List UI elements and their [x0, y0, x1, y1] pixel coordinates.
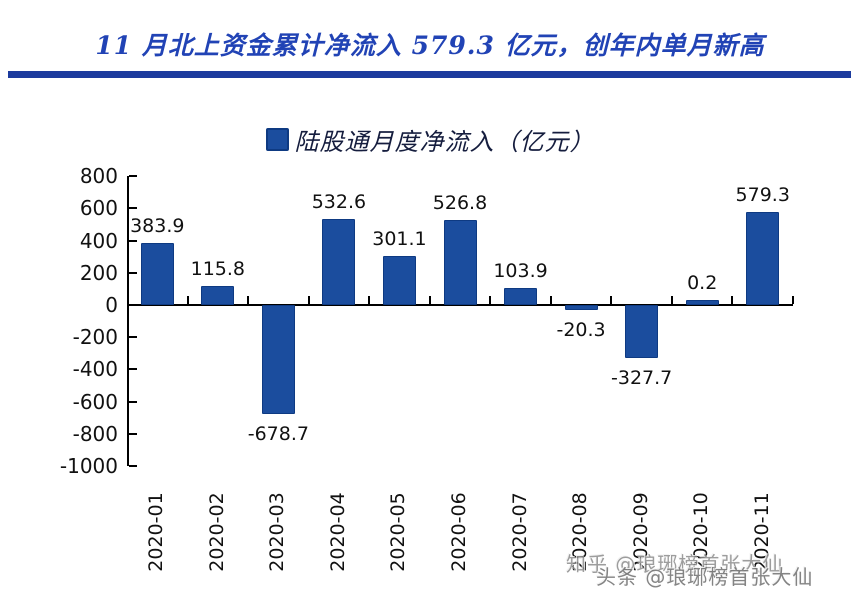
bar-value-label: 103.9: [493, 260, 548, 283]
y-axis-tick: [129, 368, 137, 371]
legend-label: 陆股通月度净流入（亿元）: [294, 128, 595, 156]
y-axis-line: [127, 176, 129, 467]
y-tick-label: -1000: [59, 454, 118, 479]
bar: [746, 211, 780, 305]
x-axis-tick: [489, 296, 492, 304]
legend-swatch-icon: [265, 128, 289, 151]
bar: [140, 243, 174, 305]
x-axis-tick: [247, 296, 250, 304]
x-axis-tick: [792, 296, 794, 304]
y-axis-tick: [129, 304, 137, 306]
bar-value-label: -20.3: [556, 319, 606, 341]
bar: [201, 286, 235, 305]
bar: [625, 305, 659, 358]
x-axis-tick: [610, 296, 613, 304]
x-axis-tick: [428, 296, 431, 304]
chart-title: 11 月北上资金累计净流入 579.3 亿元，创年内单月新高: [95, 31, 765, 60]
watermark-toutiao: 头条 @琅琊榜首张大仙: [596, 565, 814, 589]
x-axis-tick: [549, 296, 552, 304]
y-axis-tick: [129, 207, 137, 210]
y-axis-tick: [129, 465, 137, 468]
x-tick-label: 2020-01: [145, 492, 168, 572]
x-tick-label: 2020-04: [326, 492, 349, 572]
x-axis-tick: [731, 296, 734, 304]
x-tick-label: 2020-02: [205, 492, 228, 572]
x-tick-label: 2020-06: [448, 492, 470, 572]
bar-value-label: -678.7: [247, 423, 309, 446]
bar: [504, 288, 538, 305]
bar-value-label: 579.3: [735, 183, 790, 206]
y-tick-label: 600: [79, 196, 118, 221]
bar-value-label: 383.9: [130, 215, 185, 238]
bar-value-label: 526.8: [432, 192, 488, 215]
x-tick-label: 2020-03: [266, 492, 289, 572]
bar: [261, 305, 295, 415]
bar: [685, 300, 719, 305]
y-tick-label: 400: [79, 228, 118, 253]
y-tick-label: -600: [72, 389, 118, 414]
bar: [322, 219, 356, 305]
y-axis-tick: [129, 432, 137, 435]
legend: 陆股通月度净流入（亿元）: [0, 122, 860, 157]
y-axis-tick: [129, 400, 137, 403]
bar: [443, 220, 477, 305]
bar-value-label: -327.7: [611, 366, 673, 389]
y-axis-tick: [129, 175, 137, 178]
x-axis-tick: [186, 296, 189, 304]
x-axis-tick: [670, 296, 673, 304]
y-tick-label: 0: [105, 293, 118, 317]
bar: [564, 305, 598, 310]
y-axis-tick: [129, 239, 137, 242]
y-tick-label: -400: [72, 357, 118, 382]
title-divider: [8, 71, 851, 78]
bar-value-label: 301.1: [372, 228, 427, 251]
y-tick-label: 200: [79, 260, 118, 285]
x-axis-tick: [368, 296, 371, 304]
watermark-zhihu: 知乎 @琅琊榜首张大仙: [566, 552, 784, 576]
y-tick-label: -800: [72, 421, 118, 446]
bar-value-label: 115.8: [190, 258, 246, 281]
x-axis-line: [127, 304, 793, 306]
x-axis-tick: [307, 296, 310, 304]
y-tick-label: 800: [79, 164, 118, 189]
y-tick-label: -200: [72, 325, 118, 350]
bar: [382, 256, 416, 305]
x-tick-label: 2020-07: [508, 492, 531, 572]
bar-value-label: 532.6: [311, 191, 367, 214]
y-axis-tick: [129, 271, 137, 274]
y-axis-tick: [129, 336, 137, 339]
bar-value-label: 0.2: [687, 272, 718, 294]
x-tick-label: 2020-05: [387, 492, 410, 572]
